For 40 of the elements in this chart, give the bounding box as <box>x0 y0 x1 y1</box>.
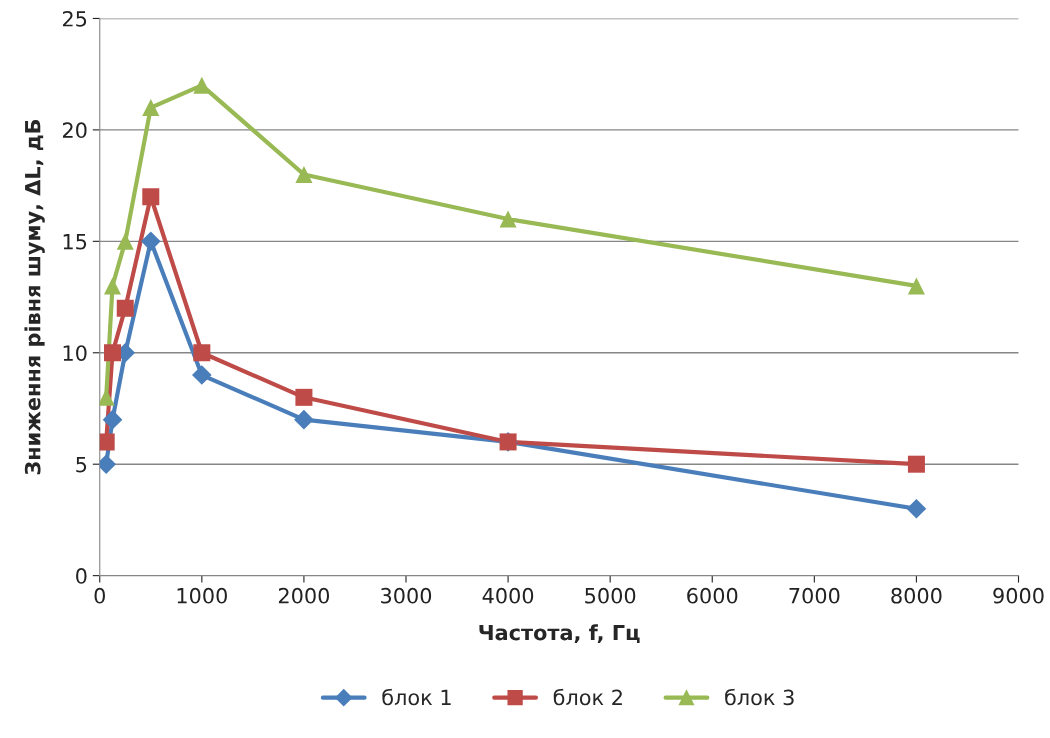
point <box>906 498 927 519</box>
legend-label: блок 2 <box>553 688 622 706</box>
point <box>116 299 134 317</box>
point <box>907 455 925 473</box>
point <box>295 165 313 183</box>
point <box>192 365 212 385</box>
y-tick-label: 0 <box>76 568 87 584</box>
x-axis-title: Частота, f, Гц <box>479 624 640 644</box>
y-tick-label: 5 <box>76 456 87 473</box>
y-tick-label: 20 <box>62 122 87 139</box>
y-axis-title: Зниження рівня шуму, ΔL, дБ <box>24 119 45 475</box>
y-tick-label: 15 <box>63 234 87 250</box>
x-tick-label: 7000 <box>789 587 840 604</box>
x-tick-label: 2000 <box>278 587 330 604</box>
x-tick-label: 5000 <box>585 587 636 604</box>
point <box>193 76 211 94</box>
y-tick-label: 10 <box>63 345 87 361</box>
point <box>99 433 115 451</box>
x-tick-label: 4000 <box>482 587 534 604</box>
point <box>104 344 122 362</box>
x-tick-label: 6000 <box>687 587 738 604</box>
x-tick-label: 1000 <box>177 587 227 604</box>
point <box>142 99 160 117</box>
y-tick-label: 25 <box>62 10 87 27</box>
legend-label: блок 1 <box>382 688 451 706</box>
point <box>294 409 314 430</box>
legend-label: блок 3 <box>725 688 794 706</box>
point <box>907 277 925 295</box>
point <box>499 210 517 228</box>
point <box>193 344 211 362</box>
point <box>140 231 161 252</box>
point <box>295 388 313 406</box>
x-tick-label: 0 <box>94 587 105 604</box>
point <box>102 409 123 430</box>
point <box>116 232 134 250</box>
x-tick-label: 8000 <box>891 587 942 604</box>
x-tick-label: 3000 <box>381 587 432 604</box>
x-tick-label: 9000 <box>993 587 1044 604</box>
point <box>104 277 122 295</box>
point <box>142 188 160 206</box>
